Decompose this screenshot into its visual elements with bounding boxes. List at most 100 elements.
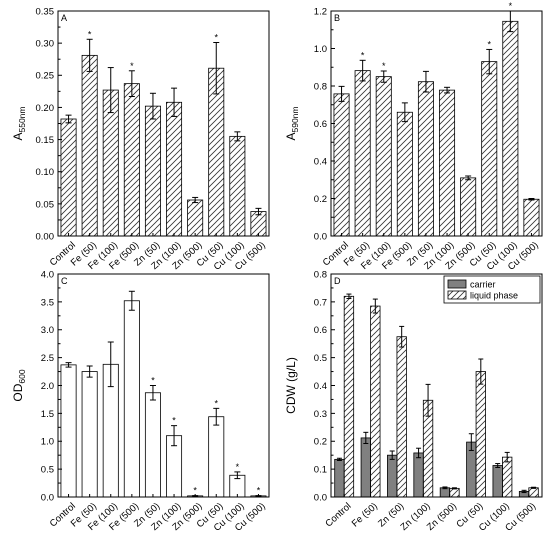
- y-axis-label-main: A: [11, 132, 25, 140]
- legend-label: carrier: [470, 280, 496, 290]
- y-axis-label-sub: 590nm: [290, 106, 300, 132]
- y-tick-label: 0.6: [314, 325, 327, 336]
- bar-liquid-phase-2: [396, 336, 407, 498]
- significance-star: *: [88, 29, 92, 39]
- panel-letter: D: [334, 276, 341, 286]
- y-axis-label: CDW (g/L): [284, 357, 298, 414]
- y-tick-label: 0.10: [36, 167, 55, 178]
- y-tick-label: 0.0: [314, 231, 327, 242]
- legend-swatch: [447, 290, 467, 300]
- y-axis-label-main: CDW (g/L): [284, 357, 298, 414]
- significance-star: *: [382, 61, 386, 71]
- y-tick-label: 0.4: [314, 156, 327, 167]
- bar-8: [229, 135, 246, 237]
- y-tick-label: 0.2: [314, 194, 327, 205]
- y-axis-label: A590nm: [284, 106, 300, 140]
- y-tick-label: 0.7: [314, 297, 327, 308]
- y-tick-label: 0.15: [36, 135, 55, 146]
- y-tick-label: 1.0: [41, 437, 54, 448]
- bar-carrier-4: [439, 487, 451, 498]
- legend-swatch: [447, 279, 467, 289]
- significance-star: *: [509, 1, 513, 11]
- bar-5: [166, 101, 183, 237]
- bar-2: [375, 76, 392, 237]
- bar-4: [144, 392, 161, 498]
- bar-liquid-phase-4: [449, 487, 460, 498]
- y-tick-label: 1.2: [314, 6, 327, 17]
- bar-0: [60, 364, 77, 498]
- bar-carrier-6: [492, 465, 503, 498]
- bar-liquid-phase-5: [475, 371, 486, 498]
- y-tick-label: 4.0: [41, 269, 54, 280]
- bar-9: [523, 198, 540, 237]
- y-tick-label: 0.8: [314, 269, 327, 280]
- significance-star: *: [172, 416, 176, 426]
- y-tick-label: 0.35: [36, 6, 55, 17]
- y-axis-label: OD600: [11, 369, 27, 401]
- bar-liquid-phase-6: [502, 456, 513, 498]
- legend-label: liquid phase: [470, 291, 518, 301]
- significance-star: *: [236, 462, 240, 472]
- significance-star: *: [130, 61, 134, 71]
- y-axis-label: A550nm: [11, 106, 27, 140]
- significance-star: *: [214, 33, 218, 43]
- y-tick-label: 1.5: [41, 409, 54, 420]
- bar-carrier-0: [334, 458, 345, 498]
- y-tick-label: 0.2: [314, 437, 327, 448]
- y-tick-label: 3.0: [41, 325, 54, 336]
- y-tick-label: 0.8: [314, 81, 327, 92]
- y-tick-label: 2.0: [41, 381, 54, 392]
- panel-a: ***0.000.050.100.150.200.250.300.35Contr…: [11, 6, 270, 273]
- y-tick-label: 0.6: [314, 119, 327, 130]
- bar-1: [81, 371, 98, 498]
- y-tick-label: 0.00: [36, 231, 55, 242]
- significance-star: *: [214, 398, 218, 408]
- significance-star: *: [151, 376, 155, 386]
- bar-carrier-2: [387, 454, 398, 498]
- y-tick-label: 0.5: [314, 353, 327, 364]
- y-tick-label: 0.25: [36, 71, 55, 82]
- bar-6: [187, 199, 204, 237]
- bar-5: [439, 89, 456, 237]
- y-tick-label: 0.30: [36, 39, 55, 50]
- y-tick-label: 0.4: [314, 381, 327, 392]
- panel-letter: C: [61, 276, 68, 286]
- bar-0: [60, 118, 77, 237]
- bar-3: [396, 111, 413, 237]
- y-tick-label: 0.05: [36, 199, 55, 210]
- x-tick-label: Fe (50): [350, 501, 380, 530]
- y-tick-label: 0.0: [41, 492, 54, 503]
- y-axis-label-main: A: [284, 132, 298, 140]
- y-tick-label: 3.5: [41, 297, 54, 308]
- y-axis-label-main: OD: [11, 383, 25, 401]
- y-axis-label-sub: 550nm: [17, 106, 27, 132]
- y-tick-label: 0.5: [41, 465, 54, 476]
- x-tick-label: Zn (500): [425, 501, 459, 533]
- significance-star: *: [361, 50, 365, 60]
- y-tick-label: 0.1: [314, 465, 327, 476]
- bar-7: [208, 416, 225, 498]
- bar-liquid-phase-7: [528, 487, 539, 498]
- bar-3: [123, 300, 140, 498]
- significance-star: *: [193, 486, 197, 496]
- bar-liquid-phase-0: [343, 295, 355, 498]
- bar-1: [354, 70, 371, 237]
- significance-star: *: [487, 39, 491, 49]
- bar-liquid-phase-1: [370, 305, 381, 498]
- y-tick-label: 0.3: [314, 409, 327, 420]
- y-axis-label-sub: 600: [17, 369, 27, 383]
- bar-carrier-3: [413, 452, 424, 498]
- y-tick-label: 1.0: [314, 44, 327, 55]
- bar-4: [144, 105, 161, 237]
- bar-1: [81, 54, 98, 237]
- y-tick-label: 2.5: [41, 353, 54, 364]
- bar-8: [502, 20, 519, 237]
- bar-7: [481, 61, 498, 237]
- bar-carrier-1: [360, 437, 371, 498]
- panel-letter: B: [334, 13, 340, 23]
- bar-0: [333, 93, 350, 237]
